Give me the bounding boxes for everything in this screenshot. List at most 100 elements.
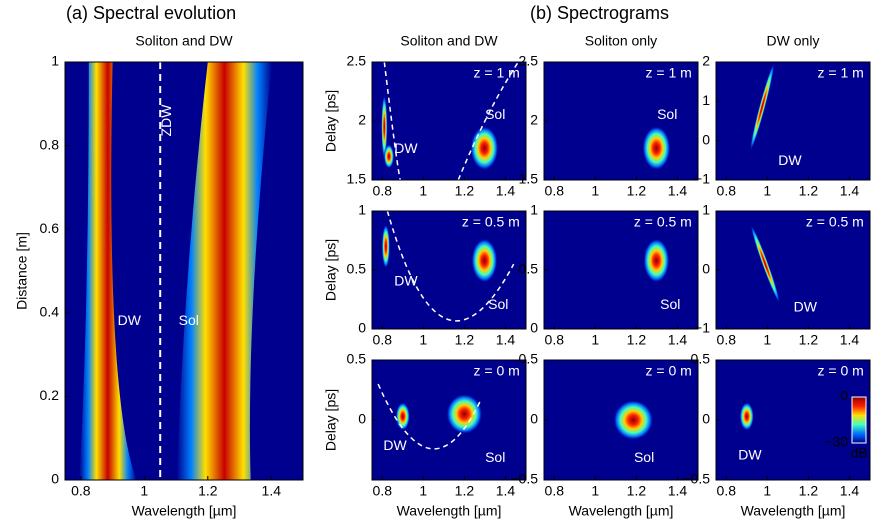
plot-content (381, 62, 519, 180)
y-tick-label: 2 (702, 53, 710, 69)
y-tick-label: 2 (530, 112, 538, 128)
x-tick-label: 1.4 (262, 483, 282, 499)
x-tick-label: 1.4 (840, 183, 860, 199)
x-tick-label: 1.2 (198, 483, 218, 499)
x-tick-label: 1.2 (455, 332, 475, 348)
y-axis-label: Delay [ps] (323, 389, 339, 451)
annotation: Sol (485, 106, 505, 122)
annotation: Sol (657, 106, 677, 122)
y-tick-label: −1 (694, 171, 710, 187)
x-tick-label: 1.2 (799, 332, 819, 348)
x-tick-label: 1.4 (496, 183, 516, 199)
spectrogram-blob (471, 238, 498, 283)
x-tick-label: 1.2 (799, 183, 819, 199)
annotation: DW (118, 312, 142, 328)
spectrogram-blob (749, 62, 775, 152)
colorbar-label: dB (850, 445, 867, 461)
annotation: DW (778, 152, 802, 168)
annotation: z = 0 m (646, 363, 692, 379)
y-tick-label: 1 (530, 202, 538, 218)
y-tick-label: −0.5 (682, 471, 710, 487)
y-tick-label: 1 (51, 53, 59, 69)
phase-match-curve (383, 62, 519, 180)
x-tick-label: 1.4 (840, 483, 860, 499)
x-tick-label: 0.8 (545, 332, 565, 348)
y-tick-label: 0.2 (40, 387, 60, 403)
y-tick-label: 0.5 (691, 351, 711, 367)
panel: 0.8 1 1.2 1.4 −0.5 0 0.5 Wavelength [µm] z = 0 m… (510, 351, 699, 519)
y-tick-label: 0.5 (519, 261, 539, 277)
panel-title: DW only (767, 33, 820, 49)
x-tick-label: 1 (763, 183, 771, 199)
colorbar-tick-label: −30 (824, 434, 848, 450)
y-tick-label: 1.5 (519, 171, 539, 187)
panel-title: Soliton and DW (135, 33, 233, 49)
spectrogram-blob (643, 238, 670, 283)
x-tick-label: 1.4 (668, 332, 688, 348)
y-axis-label: Delay [ps] (323, 90, 339, 152)
spectrogram-blob (642, 126, 671, 171)
panel: 0.8 1 1.2 1.4 0 0.2 0.4 0.6 0.8 1 Soliton and DW Wa… (14, 33, 304, 519)
phase-match-curve (377, 383, 481, 450)
y-tick-label: 0.5 (347, 261, 367, 277)
y-tick-label: 0 (702, 411, 710, 427)
y-tick-label: 1 (702, 202, 710, 218)
y-axis-label: Distance [m] (14, 232, 30, 310)
x-axis-label: Wavelength [µm] (132, 503, 237, 519)
panel: 0.8 1 1.2 1.4 0 0.5 Wavelength [µm] Delay [ps] z… (323, 351, 527, 519)
x-tick-label: 1.2 (455, 483, 475, 499)
x-tick-label: 1 (591, 483, 599, 499)
x-tick-label: 0.8 (71, 483, 91, 499)
panel: 0.8 1 1.2 1.4 0 0.5 1 Delay [ps] z = 0.5 m DW Sol (323, 202, 527, 348)
plot-content (613, 400, 654, 440)
plot-content (739, 402, 754, 431)
annotation: z = 1 m (818, 65, 864, 81)
y-tick-label: 0.8 (40, 136, 60, 152)
y-tick-label: −0.5 (510, 471, 538, 487)
figure-title: (a) Spectral evolution (66, 3, 236, 23)
spectrogram-blob (470, 126, 499, 171)
annotation: z = 1 m (474, 65, 520, 81)
annotation: z = 0 m (818, 363, 864, 379)
y-axis-label: Delay [ps] (323, 239, 339, 301)
x-tick-label: 0.8 (373, 183, 393, 199)
annotation: Sol (488, 296, 508, 312)
x-tick-label: 1 (763, 483, 771, 499)
annotation: z = 0 m (474, 363, 520, 379)
colorbar-tick-label: 0 (840, 388, 848, 404)
annotation: z = 1 m (646, 65, 692, 81)
axes-box (64, 61, 304, 481)
x-tick-label: 0.8 (717, 483, 737, 499)
x-tick-label: 0.8 (373, 483, 393, 499)
annotation: DW (738, 447, 762, 463)
annotation: DW (394, 140, 418, 156)
x-tick-label: 0.8 (373, 332, 393, 348)
x-tick-label: 1.4 (496, 332, 516, 348)
plot-background (544, 62, 698, 180)
annotation: Sol (179, 312, 199, 328)
annotation: z = 0.5 m (806, 214, 864, 230)
plot-content (642, 126, 671, 171)
spectrogram-blob (381, 94, 388, 159)
panel-title: Soliton only (585, 33, 657, 49)
x-tick-label: 1.2 (799, 483, 819, 499)
y-tick-label: 1 (702, 92, 710, 108)
annotation: DW (394, 273, 418, 289)
plot-content (750, 224, 780, 304)
x-tick-label: 1.4 (668, 483, 688, 499)
y-tick-label: 0 (530, 411, 538, 427)
y-tick-label: 0 (51, 471, 59, 487)
panel: 0.8 1 1.2 1.4 −1 0 1 z = 0.5 m DW (694, 202, 871, 348)
plot-content (79, 62, 273, 480)
plot-content (381, 211, 515, 322)
panel: 0.8 1 1.2 1.4 −0.5 0 0.5 Wavelength [µm] z = 0 m… (682, 351, 871, 519)
spectrogram-blob (446, 394, 483, 434)
y-tick-label: 0.5 (519, 351, 539, 367)
plot-background (544, 211, 698, 329)
x-tick-label: 0.8 (717, 332, 737, 348)
panel: 0.8 1 1.2 1.4 1.5 2 2.5 Soliton and DW Delay [ps… (323, 33, 527, 199)
figure-title: (b) Spectrograms (530, 3, 669, 23)
plot-content (643, 238, 670, 283)
panel: 0.8 1 1.2 1.4 −1 0 1 2 DW only z = 1 m DW (694, 33, 871, 199)
spectrogram-blob (613, 400, 654, 440)
